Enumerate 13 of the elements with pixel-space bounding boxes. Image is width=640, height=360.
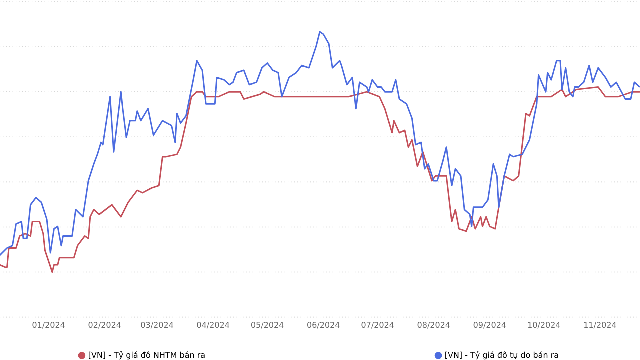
x-tick-label: 02/2024 bbox=[88, 322, 122, 329]
x-tick-label: 04/2024 bbox=[197, 322, 230, 329]
x-tick-label: 06/2024 bbox=[308, 322, 340, 329]
legend-label: [VN] - Tỷ giá đô NHTM bán ra bbox=[89, 351, 205, 360]
x-tick-label: 10/2024 bbox=[528, 322, 560, 329]
x-tick-label: 01/2024 bbox=[32, 322, 65, 329]
legend-label: [VN] - Tỷ giá đô tự do bán ra bbox=[446, 351, 558, 360]
x-tick-label: 09/2024 bbox=[474, 322, 506, 329]
x-tick-label: 08/2024 bbox=[418, 322, 450, 329]
x-tick-label: 11/2024 bbox=[584, 322, 616, 329]
x-tick-label: 05/2024 bbox=[251, 322, 284, 329]
x-tick-label: 03/2024 bbox=[141, 322, 174, 329]
x-tick-label: 07/2024 bbox=[362, 322, 394, 329]
